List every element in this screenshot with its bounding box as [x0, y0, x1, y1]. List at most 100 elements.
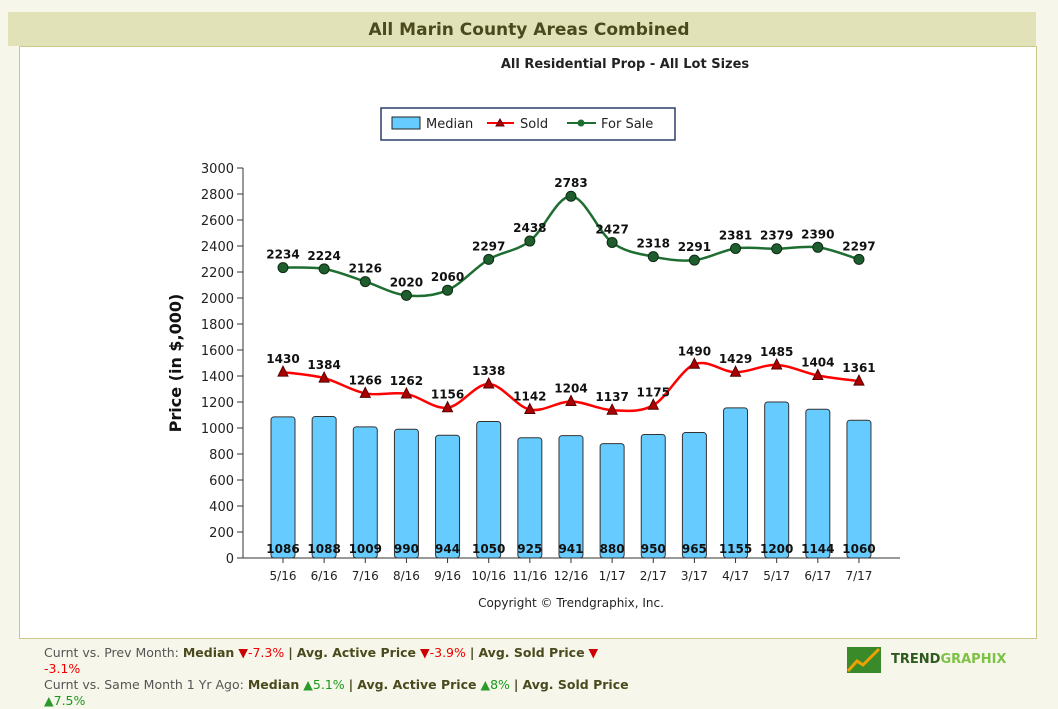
bar-label: 1144: [801, 542, 834, 556]
bar-median: [640, 434, 666, 559]
bar-median: [558, 435, 584, 559]
point-label: 1204: [554, 381, 587, 395]
sep: |: [513, 677, 519, 692]
x-tick-label: 5/17: [763, 569, 790, 583]
point-sold: [400, 386, 413, 399]
x-tick-label: 7/17: [845, 569, 872, 583]
point-forsale: [277, 262, 289, 274]
down-arrow-icon: ▼: [238, 645, 248, 660]
point-forsale: [812, 241, 824, 253]
logo-text: TREND: [891, 651, 941, 667]
bar-median: [681, 432, 707, 559]
point-label: 1361: [842, 361, 875, 375]
bar-label: 1200: [760, 542, 793, 556]
y-tick-label: 1200: [201, 396, 234, 411]
point-forsale: [483, 253, 495, 265]
point-label: 1490: [678, 344, 711, 358]
point-sold: [482, 376, 495, 389]
point-forsale: [400, 289, 412, 301]
sep: |: [348, 677, 354, 692]
point-forsale: [853, 253, 865, 265]
x-tick-label: 2/17: [640, 569, 667, 583]
legend-forsale: For Sale: [601, 117, 653, 132]
point-label: 2390: [801, 227, 834, 241]
median-label: Median: [182, 645, 235, 660]
bar-label: 1009: [349, 542, 382, 556]
point-sold: [688, 357, 701, 369]
point-label: 1429: [719, 352, 752, 366]
bar-median: [476, 421, 502, 559]
point-sold: [524, 402, 536, 415]
bar-label: 1155: [719, 542, 752, 556]
bar-median: [599, 443, 625, 559]
point-forsale: [730, 242, 742, 254]
point-label: 1262: [390, 374, 423, 388]
y-tick-label: 2400: [201, 240, 234, 255]
y-tick-label: 400: [209, 500, 234, 515]
point-label: 2224: [307, 249, 340, 263]
bar-label: 1086: [266, 542, 299, 556]
point-label: 1266: [349, 373, 382, 387]
point-sold: [565, 394, 577, 406]
active-label: Avg. Active Price: [296, 645, 417, 660]
label: Curnt vs. Prev Month:: [44, 645, 179, 660]
point-forsale: [647, 251, 659, 263]
bar-median: [846, 419, 872, 559]
point-label: 2297: [842, 239, 875, 253]
point-label: 2291: [678, 240, 711, 254]
point-label: 1338: [472, 364, 505, 378]
point-sold: [359, 386, 372, 398]
up-arrow-icon: ▲: [480, 677, 491, 692]
point-label: 2427: [595, 222, 628, 236]
point-forsale: [565, 190, 577, 202]
y-tick-label: 2000: [201, 292, 234, 307]
y-tick-label: 2200: [201, 266, 234, 281]
y-tick-label: 1400: [201, 370, 234, 385]
point-forsale: [688, 254, 700, 266]
bar-label: 950: [641, 542, 666, 556]
point-sold: [812, 368, 824, 380]
bar-label: 941: [558, 542, 583, 556]
bar-label: 880: [600, 542, 625, 556]
year-ago-line: Curnt vs. Same Month 1 Yr Ago: Median ▲5…: [44, 677, 654, 709]
sep: |: [469, 645, 475, 660]
point-label: 2060: [431, 270, 464, 284]
bar-label: 965: [682, 542, 707, 556]
bar-label: 990: [394, 542, 419, 556]
y-tick-label: 800: [209, 448, 234, 463]
point-label: 1137: [595, 390, 628, 404]
x-tick-label: 8/16: [393, 569, 420, 583]
sep: |: [288, 645, 293, 660]
x-tick-label: 10/16: [471, 569, 506, 583]
x-tick-label: 7/16: [352, 569, 379, 583]
legend-box: [380, 107, 676, 141]
point-label: 2126: [349, 262, 382, 276]
x-tick-label: 9/16: [434, 569, 461, 583]
point-sold: [853, 373, 865, 386]
y-tick-label: 2600: [201, 214, 234, 229]
y-axis-label: Price (in $,000): [166, 294, 185, 433]
legend-sold-marker: [495, 117, 505, 127]
point-forsale: [524, 235, 536, 247]
y-tick-label: 3000: [201, 162, 234, 177]
point-label: 2381: [719, 228, 752, 242]
bar-median: [723, 407, 749, 559]
bar-median: [764, 401, 790, 559]
point-label: 1430: [266, 352, 299, 366]
bar-median: [311, 416, 337, 559]
active-change: 8%: [490, 677, 510, 692]
point-sold: [441, 400, 454, 413]
point-forsale: [359, 276, 371, 288]
up-arrow-icon: ▲: [44, 693, 54, 708]
x-tick-label: 5/16: [270, 569, 297, 583]
active-label: Avg. Active Price: [357, 677, 477, 692]
y-tick-label: 1800: [201, 318, 234, 333]
x-tick-label: 1/17: [599, 569, 626, 583]
point-forsale: [606, 236, 618, 248]
footer-stats: Curnt vs. Prev Month: Median ▼-7.3% | Av…: [44, 645, 654, 709]
y-tick-label: 1000: [201, 422, 234, 437]
bar-median: [805, 408, 831, 559]
y-tick-label: 2800: [201, 188, 234, 203]
x-tick-label: 11/16: [513, 569, 548, 583]
y-tick-label: 1600: [201, 344, 234, 359]
